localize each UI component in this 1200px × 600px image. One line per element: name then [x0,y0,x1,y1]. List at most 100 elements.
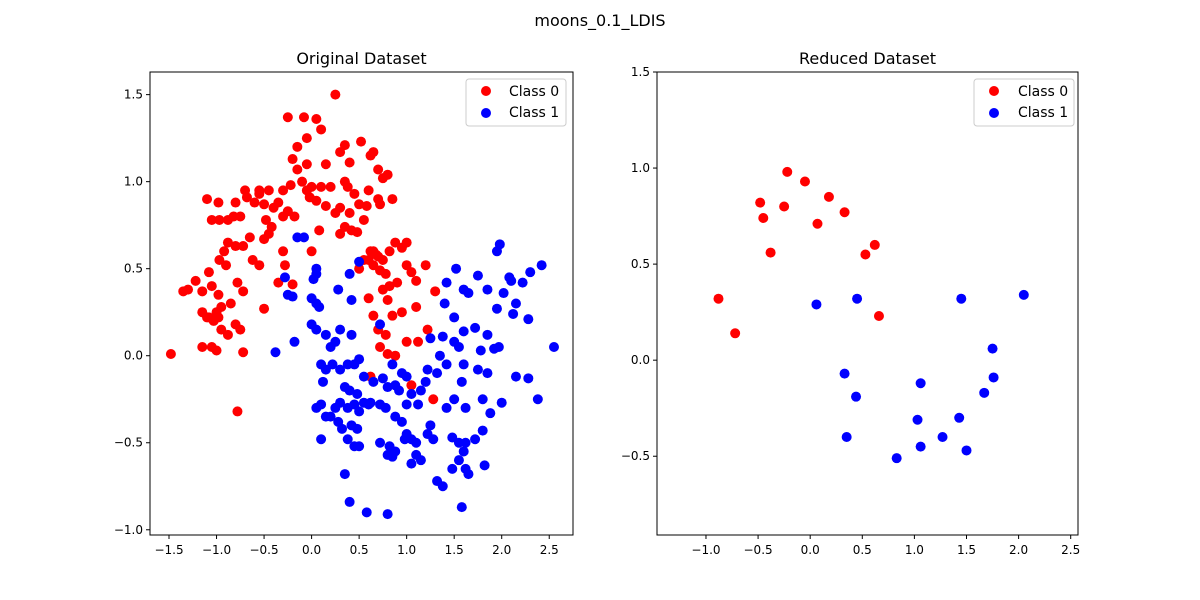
data-point-class-1 [420,376,431,387]
legend-marker-class-1 [989,108,999,118]
original-dataset-panel: Original Dataset −1.5 −1.0 −0.5 0.0 0.5 1.0 1.… [114,49,574,557]
legend-label-class-0: Class 0 [509,84,559,100]
data-point-class-1 [441,402,452,413]
data-point-class-0 [758,213,769,224]
data-point-class-0 [363,185,374,196]
data-point-class-0 [390,350,401,361]
data-point-class-1 [954,412,965,423]
data-point-class-0 [320,159,331,170]
data-point-class-0 [375,199,386,210]
original-dataset-legend: Class 0 Class 1 [465,78,567,127]
original-dataset-title: Original Dataset [296,49,426,68]
data-point-class-1 [382,509,393,520]
data-point-class-1 [458,359,469,370]
data-point-class-1 [411,437,422,448]
data-point-class-0 [839,207,850,218]
data-point-class-0 [289,211,300,222]
data-point-class-1 [316,434,327,445]
data-point-class-0 [238,241,249,252]
data-point-class-0 [221,260,232,271]
data-point-class-1 [320,329,331,340]
legend-marker-class-1 [481,108,491,118]
data-point-class-1 [915,378,926,389]
y-tick-label: −0.5 [621,449,650,463]
data-point-class-0 [301,133,312,144]
data-point-class-1 [346,295,357,306]
x-tick-label: −0.5 [249,543,278,557]
data-point-class-0 [368,310,379,321]
data-point-class-0 [382,169,393,180]
data-point-class-1 [915,441,926,452]
data-point-class-0 [330,207,341,218]
data-point-class-0 [354,263,365,274]
data-point-class-1 [346,329,357,340]
data-point-class-0 [375,342,386,353]
data-point-class-1 [510,298,521,309]
data-point-class-0 [382,295,393,306]
data-point-class-0 [354,199,365,210]
data-point-class-1 [470,322,481,333]
data-point-class-1 [475,345,486,356]
data-point-class-0 [413,336,424,347]
data-point-class-1 [387,451,398,462]
data-point-class-0 [330,89,341,100]
data-point-class-1 [458,446,469,457]
data-point-class-1 [912,414,923,425]
data-point-class-1 [413,399,424,410]
data-point-class-0 [377,284,388,295]
data-point-class-1 [311,402,322,413]
y-tick-label: 1.0 [631,161,650,175]
data-point-class-0 [213,289,224,300]
data-point-class-1 [406,458,417,469]
data-point-class-0 [361,201,372,212]
data-point-class-1 [979,387,990,398]
data-point-class-0 [287,279,298,290]
data-point-class-0 [197,342,208,353]
data-point-class-1 [279,272,290,283]
data-point-class-0 [382,348,393,359]
data-point-class-0 [401,336,412,347]
data-point-class-0 [799,176,810,187]
data-point-class-1 [961,445,972,456]
data-point-class-0 [344,207,355,218]
data-point-class-1 [415,455,426,466]
data-point-class-1 [517,277,528,288]
data-point-class-1 [491,303,502,314]
data-point-class-1 [344,496,355,507]
x-tick-label: 1.0 [905,543,924,557]
data-point-class-1 [289,336,300,347]
data-point-class-1 [428,434,439,445]
data-point-class-0 [873,310,884,321]
legend-box [465,78,567,127]
data-point-class-0 [222,214,233,225]
data-point-class-1 [352,389,363,400]
y-tick-label: 0.0 [124,349,143,363]
data-point-class-1 [318,376,329,387]
data-point-class-0 [812,218,823,229]
y-tick-label: 0.5 [124,262,143,276]
data-point-class-0 [356,136,367,147]
data-point-class-1 [441,359,452,370]
legend-box [973,78,1075,127]
data-point-class-1 [852,293,863,304]
data-point-class-0 [363,293,374,304]
data-point-class-0 [178,286,189,297]
data-point-class-0 [406,267,417,278]
data-point-class-0 [285,180,296,191]
x-tick-label: 2.5 [540,543,559,557]
data-point-class-0 [823,191,834,202]
reduced-dataset-plot-area: −1.0 −0.5 0.0 0.5 1.0 1.5 2.0 2.5 −0.5 0.0 0.5 1.0 1… [621,65,1080,557]
data-point-class-1 [453,455,464,466]
data-point-class-1 [532,394,543,405]
data-point-class-0 [316,124,327,135]
data-point-class-0 [373,251,384,262]
data-point-class-1 [460,437,471,448]
x-tick-label: −1.0 [202,543,231,557]
data-point-class-0 [211,345,222,356]
x-tick-label: 1.0 [397,543,416,557]
y-tick-label: −1.0 [114,523,143,537]
data-point-class-1 [536,260,547,271]
data-point-class-1 [477,425,488,436]
data-point-class-0 [292,164,303,175]
data-point-class-0 [225,298,236,309]
